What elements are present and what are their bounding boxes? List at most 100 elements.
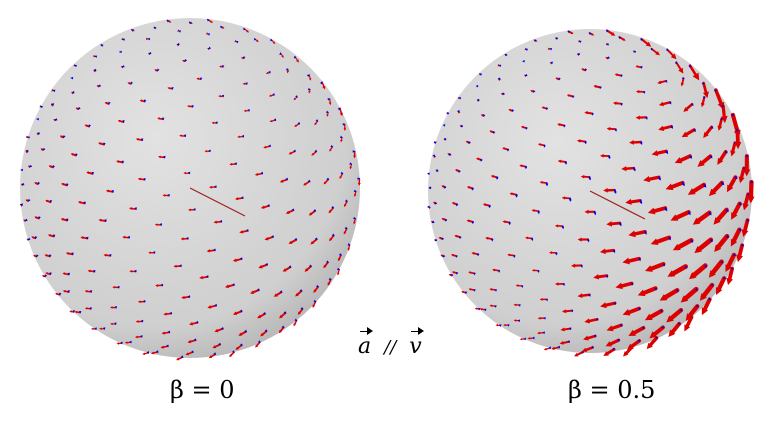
- blue-arrow: [525, 127, 528, 130]
- blue-arrow: [518, 304, 521, 307]
- blue-arrow: [507, 324, 510, 327]
- red-arrow: [525, 236, 533, 240]
- blue-arrow: [155, 350, 159, 354]
- red-arrow: [603, 347, 616, 357]
- blue-arrow: [473, 272, 476, 276]
- blue-arrow: [93, 269, 96, 273]
- blue-arrow: [664, 207, 668, 212]
- red-arrow: [715, 276, 727, 295]
- blue-arrow: [607, 56, 610, 59]
- blue-arrow: [690, 239, 694, 243]
- red-arrow: [187, 339, 197, 344]
- red-arrow: [273, 291, 283, 297]
- red-arrow: [199, 275, 209, 280]
- blue-arrow: [337, 267, 340, 271]
- red-arrow: [238, 330, 248, 336]
- blue-arrow: [111, 190, 115, 193]
- red-arrow: [717, 149, 728, 165]
- blue-arrow: [291, 208, 295, 212]
- blue-arrow: [70, 76, 74, 80]
- blue-arrow: [75, 153, 78, 156]
- red-arrow: [65, 252, 74, 256]
- blue-arrow: [640, 66, 643, 69]
- blue-arrow: [471, 221, 475, 225]
- blue-arrow: [693, 129, 696, 132]
- blue-arrow: [260, 171, 263, 175]
- red-arrow: [577, 293, 591, 299]
- blue-arrow: [214, 303, 217, 307]
- blue-arrow: [666, 48, 669, 51]
- red-arrow: [717, 117, 723, 131]
- red-arrow: [269, 119, 277, 123]
- red-arrow: [167, 87, 174, 90]
- blue-arrow: [710, 126, 714, 129]
- blue-arrow: [722, 276, 726, 280]
- red-arrow: [635, 65, 643, 69]
- blue-arrow: [545, 107, 549, 111]
- red-arrow: [593, 85, 602, 89]
- blue-arrow: [119, 50, 122, 54]
- blue-arrow: [191, 350, 194, 354]
- blue-arrow: [36, 254, 39, 258]
- axis-line: [189, 187, 246, 217]
- red-arrow: [531, 209, 540, 212]
- red-arrow: [643, 175, 661, 183]
- panel-label-beta-0: β = 0: [170, 376, 235, 404]
- blue-arrow: [319, 81, 323, 85]
- blue-arrow: [695, 304, 699, 308]
- blue-arrow: [688, 64, 692, 68]
- blue-arrow: [353, 189, 357, 192]
- blue-arrow: [537, 270, 540, 273]
- red-arrow: [736, 243, 745, 263]
- blue-arrow: [71, 90, 75, 94]
- red-arrow: [647, 206, 668, 215]
- blue-arrow: [738, 202, 743, 206]
- blue-arrow: [497, 270, 501, 273]
- blue-arrow: [638, 258, 641, 262]
- red-arrow: [229, 162, 237, 166]
- blue-arrow: [741, 243, 744, 247]
- blue-arrow: [98, 84, 102, 87]
- blue-arrow: [720, 260, 724, 264]
- blue-arrow: [122, 120, 125, 123]
- blue-arrow: [187, 171, 191, 175]
- blue-arrow: [263, 311, 266, 315]
- red-arrow: [680, 77, 685, 87]
- blue-arrow: [114, 306, 117, 309]
- blue-arrow: [460, 124, 464, 127]
- red-arrow: [70, 153, 77, 157]
- blue-arrow: [730, 267, 734, 270]
- blue-arrow: [676, 289, 679, 292]
- red-arrow: [576, 139, 587, 143]
- blue-arrow: [279, 52, 282, 55]
- blue-arrow: [524, 73, 528, 77]
- blue-arrow: [104, 219, 107, 223]
- blue-arrow: [20, 168, 23, 172]
- blue-arrow: [337, 107, 341, 111]
- red-arrow: [180, 237, 189, 241]
- blue-arrow: [338, 253, 342, 256]
- blue-arrow: [130, 81, 134, 85]
- blue-arrow: [153, 27, 157, 30]
- red-arrow: [600, 301, 617, 309]
- blue-arrow: [186, 237, 189, 240]
- blue-arrow: [567, 30, 571, 34]
- blue-arrow: [134, 269, 137, 273]
- blue-arrow: [522, 60, 525, 63]
- blue-arrow: [432, 154, 435, 157]
- red-arrow: [665, 180, 685, 191]
- blue-arrow: [504, 54, 508, 57]
- blue-arrow: [285, 177, 288, 181]
- blue-arrow: [580, 264, 583, 268]
- blue-arrow: [702, 95, 706, 99]
- blue-arrow: [642, 91, 646, 94]
- red-arrow: [482, 203, 491, 207]
- red-arrow: [84, 289, 92, 293]
- blue-arrow: [294, 318, 298, 321]
- red-arrow: [61, 183, 68, 187]
- red-arrow: [150, 351, 159, 355]
- blue-arrow: [658, 176, 661, 181]
- blue-arrow: [91, 171, 95, 175]
- red-arrow: [135, 320, 144, 323]
- red-arrow: [288, 238, 298, 244]
